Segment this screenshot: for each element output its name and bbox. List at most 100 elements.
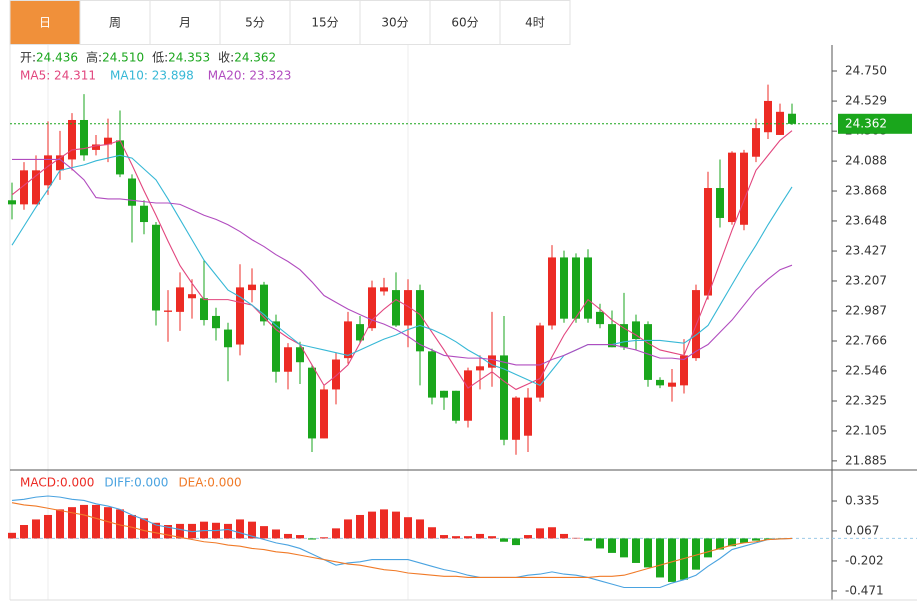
macd-bar	[404, 517, 412, 539]
candle-body	[44, 155, 52, 186]
macd-bar	[260, 526, 268, 539]
macd-bar	[596, 538, 604, 549]
tab-label[interactable]: 15分	[311, 16, 338, 30]
macd-bar	[296, 535, 304, 539]
macd-bar	[344, 519, 352, 539]
candle-body	[728, 152, 736, 223]
y-tick-label: 22.325	[845, 394, 887, 408]
macd-bar	[20, 525, 28, 539]
candle-body	[236, 287, 244, 345]
macd-bar	[80, 504, 88, 539]
y-tick-label: 24.750	[845, 63, 887, 77]
legend-entry: DIFF:0.000	[104, 476, 168, 490]
tab[interactable]	[9, 0, 81, 45]
candle-body	[704, 188, 712, 296]
candle-body	[308, 367, 316, 439]
macd-bar	[92, 504, 100, 539]
candle-body	[716, 188, 724, 218]
macd-bar	[452, 536, 460, 539]
tab-label[interactable]: 30分	[381, 16, 408, 30]
tab[interactable]	[359, 0, 431, 45]
candle-body	[416, 290, 424, 352]
candle-body	[572, 257, 580, 319]
macd-bar	[392, 511, 400, 539]
legend-entry: DEA:0.000	[178, 476, 241, 490]
tab-label[interactable]: 4时	[525, 16, 545, 30]
info-label: 收:	[218, 51, 234, 65]
candle-body	[188, 294, 196, 299]
macd-bar	[56, 509, 64, 539]
candle-body	[140, 205, 148, 223]
candle-body	[476, 366, 484, 371]
macd-bar	[704, 538, 712, 558]
indicator-line	[11, 502, 793, 579]
macd-bar	[332, 528, 340, 539]
candle-body	[200, 298, 208, 321]
info-value: 24.362	[234, 51, 276, 65]
candle-body	[788, 113, 796, 124]
candle-body	[68, 119, 76, 160]
tab[interactable]	[289, 0, 361, 45]
tab-label[interactable]: 5分	[245, 16, 265, 30]
macd-bar	[32, 519, 40, 539]
macd-bar	[140, 518, 148, 539]
tab-label[interactable]: 日	[39, 16, 51, 30]
candle-body	[20, 170, 28, 205]
candle-body	[332, 359, 340, 390]
candle-body	[548, 257, 556, 326]
candle-body	[380, 287, 388, 292]
candle-body	[116, 140, 124, 175]
candle-body	[392, 290, 400, 326]
y-tick-label: 22.766	[845, 333, 887, 347]
tab[interactable]	[219, 0, 291, 45]
candle-body	[284, 347, 292, 372]
candle-body	[512, 397, 520, 440]
macd-bar	[380, 509, 388, 539]
indicator-line	[12, 158, 793, 366]
candle-body	[596, 311, 604, 325]
candle-body	[632, 321, 640, 340]
macd-bar	[560, 533, 568, 539]
macd-bar	[236, 519, 244, 539]
candle-body	[320, 389, 328, 439]
indicator-line	[11, 495, 793, 589]
macd-bar	[104, 507, 112, 539]
macd-bar	[536, 528, 544, 539]
candle-body	[668, 382, 676, 387]
candle-body	[356, 324, 364, 341]
macd-bar	[440, 535, 448, 539]
macd-bar	[200, 521, 208, 539]
candle-body	[620, 324, 628, 348]
tab[interactable]	[429, 0, 501, 45]
candle-body	[560, 257, 568, 319]
macd-bar	[476, 533, 484, 539]
macd-bar	[608, 538, 616, 553]
last-price-tag	[838, 113, 912, 134]
candle-body	[8, 200, 16, 205]
y-tick-label: 23.868	[845, 184, 887, 198]
macd-bar	[740, 538, 748, 543]
y-tick-label: 0.067	[845, 523, 879, 537]
candle-body	[536, 325, 544, 398]
macd-bar	[416, 519, 424, 539]
macd-bar	[68, 507, 76, 539]
macd-bar	[8, 532, 16, 539]
tab-label[interactable]: 60分	[451, 16, 478, 30]
candle-body	[152, 224, 160, 311]
macd-bar	[764, 538, 772, 540]
y-tick-label: -0.202	[845, 553, 884, 567]
y-tick-label: 23.207	[845, 273, 887, 287]
macd-bar	[548, 527, 556, 539]
tab-label[interactable]: 周	[109, 16, 121, 30]
indicator-line	[11, 130, 793, 391]
macd-bar	[308, 538, 316, 540]
tab[interactable]	[499, 0, 571, 45]
macd-bar	[152, 522, 160, 539]
candle-body	[296, 347, 304, 363]
tab-label[interactable]: 月	[179, 16, 191, 30]
macd-bar	[224, 523, 232, 539]
macd-bar	[716, 538, 724, 550]
y-tick-label: 23.648	[845, 213, 887, 227]
candle-body	[272, 321, 280, 372]
